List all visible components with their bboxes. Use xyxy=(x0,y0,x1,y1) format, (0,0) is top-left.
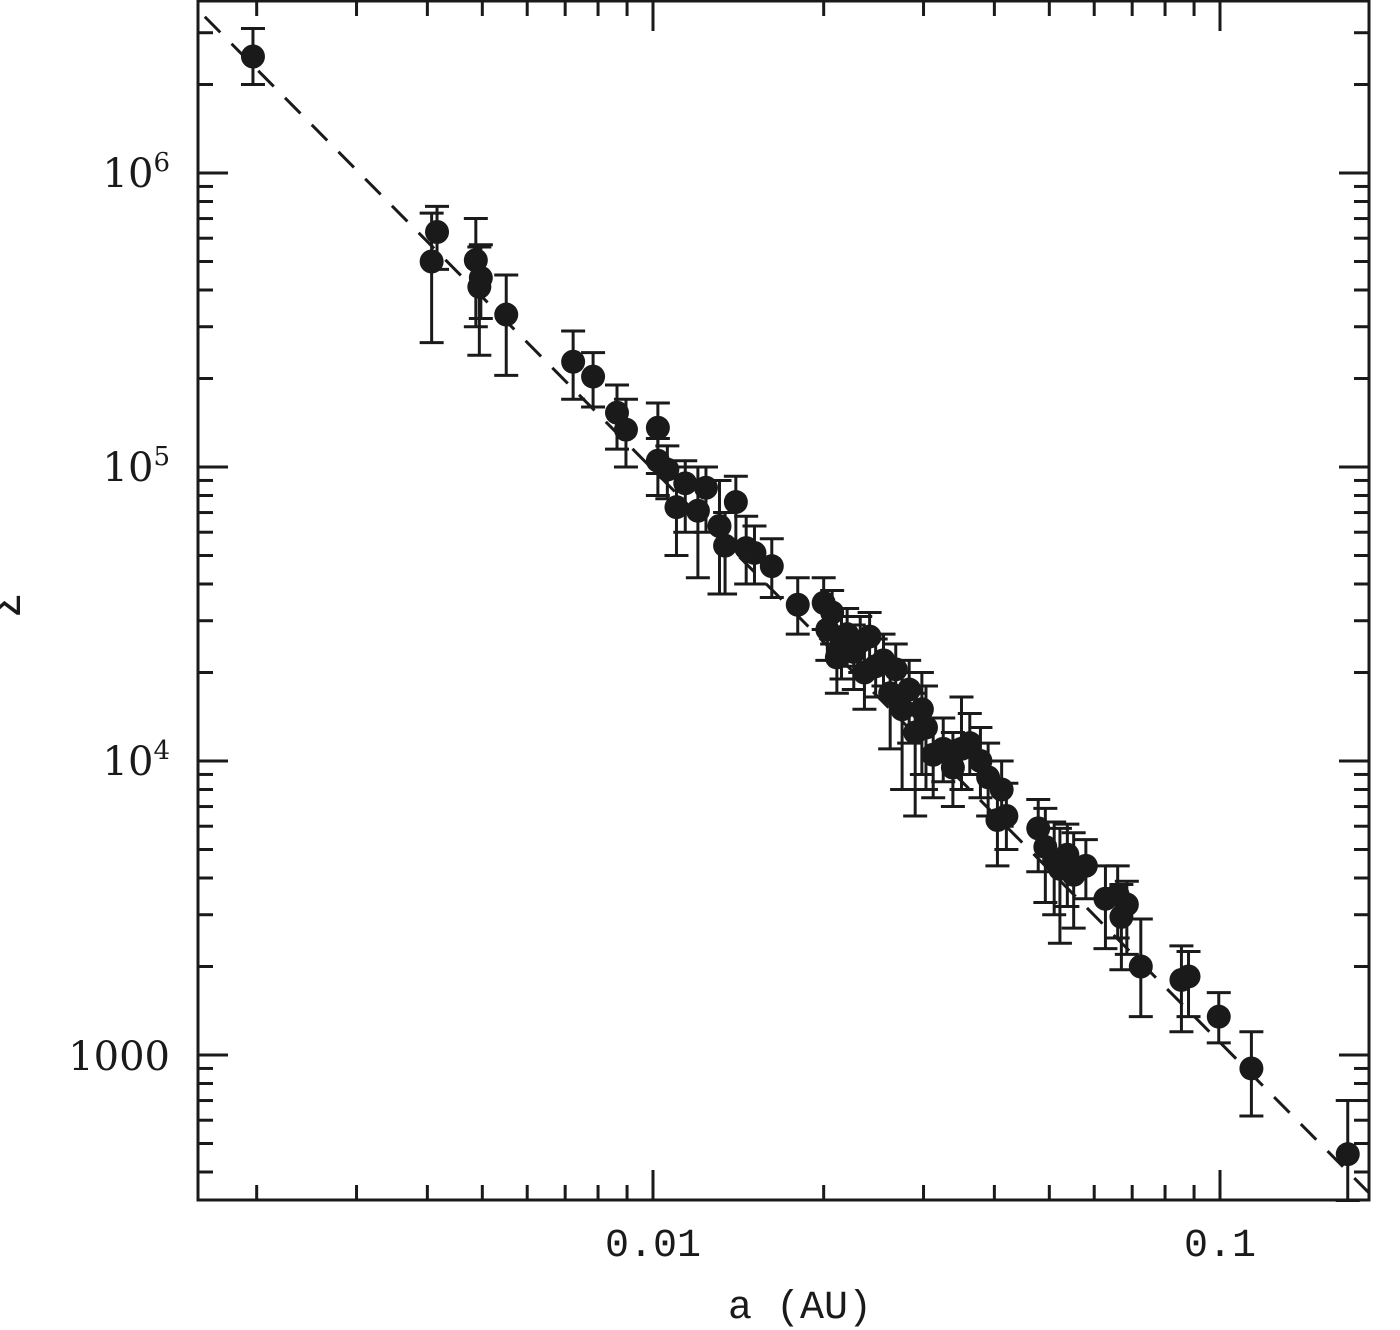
y-tick-label-1000: 1000 xyxy=(68,1034,170,1080)
marker-circle xyxy=(989,777,1014,802)
axis-ticks xyxy=(198,1,1369,1200)
data-point xyxy=(1128,917,1153,1019)
data-point xyxy=(1114,879,1139,956)
marker-circle xyxy=(897,677,922,702)
marker-circle xyxy=(1128,954,1153,979)
marker-circle xyxy=(664,495,689,520)
x-axis-title: a (AU) xyxy=(728,1286,872,1330)
fit-line xyxy=(203,15,1369,1194)
marker-circle xyxy=(1335,1142,1360,1167)
marker-circle xyxy=(1176,964,1201,989)
data-point xyxy=(1206,991,1231,1045)
data-point xyxy=(468,243,493,320)
data-point xyxy=(425,204,450,271)
data-point xyxy=(785,576,810,636)
marker-circle xyxy=(957,731,982,756)
data-point xyxy=(1073,838,1098,901)
marker-circle xyxy=(857,624,882,649)
marker-circle xyxy=(994,804,1019,829)
y-tick-label-1e4: 104 xyxy=(103,736,170,785)
data-point xyxy=(1239,1030,1264,1118)
data-point xyxy=(561,329,586,401)
marker-circle xyxy=(759,554,784,579)
marker-circle xyxy=(613,417,638,442)
data-point xyxy=(673,459,698,534)
marker-circle xyxy=(240,44,265,69)
y-axis-title: Σ xyxy=(0,593,30,618)
y-tick-label-1e5: 105 xyxy=(103,442,170,491)
data-point xyxy=(1061,831,1086,930)
marker-circle xyxy=(468,265,493,290)
marker-circle xyxy=(1206,1004,1231,1029)
marker-circle xyxy=(1073,853,1098,878)
data-point xyxy=(759,537,784,599)
marker-circle xyxy=(561,349,586,374)
data-points xyxy=(240,27,1360,1202)
data-point xyxy=(494,273,519,377)
data-point xyxy=(581,351,606,409)
data-point xyxy=(613,397,638,469)
marker-circle xyxy=(645,415,670,440)
marker-circle xyxy=(673,471,698,496)
x-tick-label-0.1: 0.1 xyxy=(1184,1224,1256,1269)
marker-circle xyxy=(1114,892,1139,917)
plot-frame xyxy=(196,0,1371,1202)
marker-circle xyxy=(931,736,956,761)
data-point xyxy=(1335,1099,1360,1202)
marker-circle xyxy=(655,457,680,482)
marker-circle xyxy=(713,533,738,558)
data-point xyxy=(240,27,265,86)
data-point xyxy=(742,524,767,586)
data-point xyxy=(994,781,1019,852)
y-tick-label-1e6: 106 xyxy=(103,148,170,197)
marker-circle xyxy=(742,540,767,565)
marker-circle xyxy=(785,592,810,617)
marker-circle xyxy=(723,490,748,515)
marker-circle xyxy=(425,219,450,244)
marker-circle xyxy=(1239,1056,1264,1081)
x-tick-label-0.01: 0.01 xyxy=(605,1224,701,1269)
marker-circle xyxy=(909,697,934,722)
marker-circle xyxy=(685,498,710,523)
marker-circle xyxy=(494,302,519,327)
marker-circle xyxy=(820,600,845,625)
data-point xyxy=(1176,949,1201,1019)
marker-circle xyxy=(581,364,606,389)
